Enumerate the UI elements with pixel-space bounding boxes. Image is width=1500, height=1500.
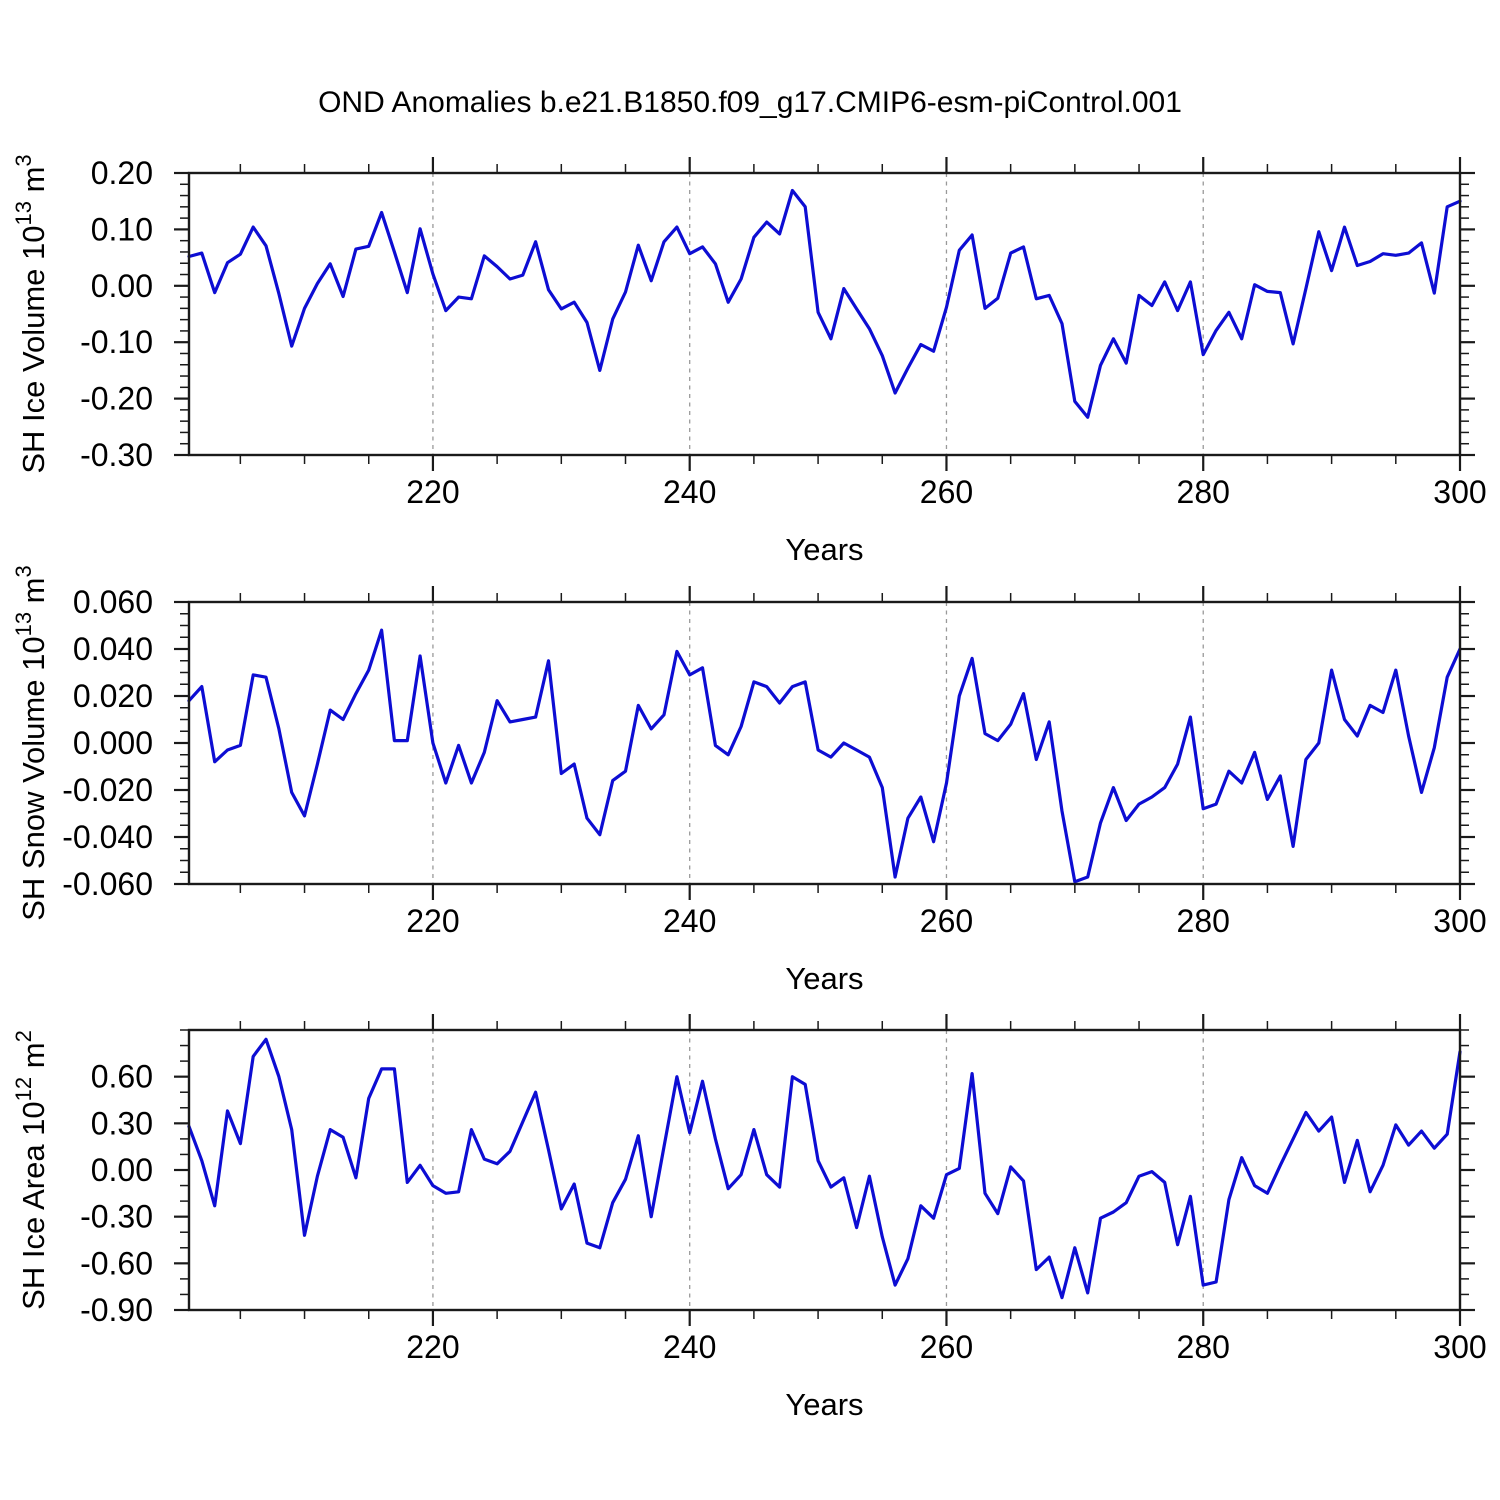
x-tick-label: 260 [920, 1329, 973, 1365]
y-tick-label: -0.90 [80, 1292, 153, 1328]
data-line-sh-ice-volume [187, 188, 1462, 419]
y-axis-label: SH Snow Volume 1013 m3 [11, 565, 51, 921]
y-tick-label: -0.060 [62, 866, 153, 902]
y-tick-label: 0.60 [91, 1059, 153, 1095]
x-axis-label: Years [785, 1387, 863, 1422]
x-tick-label: 240 [663, 1329, 716, 1365]
x-tick-label: 280 [1177, 903, 1230, 939]
y-tick-label: -0.30 [80, 437, 153, 473]
x-tick-label: 300 [1433, 474, 1486, 510]
x-tick-label: 260 [920, 903, 973, 939]
y-tick-label: 0.00 [91, 268, 153, 304]
y-tick-label: 0.30 [91, 1105, 153, 1141]
panel-sh-ice-area: 220 240 260 280 300 0.60 0.30 0.00 -0.30 -0.60 -0.… [11, 1014, 1487, 1422]
x-tick-label: 220 [406, 1329, 459, 1365]
y-tick-label: 0.040 [73, 631, 153, 667]
x-tick-label: 240 [663, 474, 716, 510]
axis-frame [187, 171, 1462, 457]
figure-title: OND Anomalies b.e21.B1850.f09_g17.CMIP6-… [318, 86, 1182, 119]
y-tick-label: 0.060 [73, 584, 153, 620]
x-tick-label: 220 [406, 903, 459, 939]
y-tick-label: 0.10 [91, 211, 153, 247]
y-tick-label: -0.020 [62, 772, 153, 808]
y-tick-label: -0.60 [80, 1245, 153, 1281]
x-axis-label: Years [785, 532, 863, 567]
data-line-sh-ice-area [187, 1037, 1462, 1300]
x-tick-label: 300 [1433, 903, 1486, 939]
y-tick-label: -0.040 [62, 819, 153, 855]
panels-group: 220 240 260 280 300 0.20 0.10 0.00 -0.10 -0.20 -0.… [11, 154, 1487, 1422]
data-line-sh-snow-volume [187, 628, 1462, 884]
x-tick-label: 260 [920, 474, 973, 510]
panel-sh-ice-volume: 220 240 260 280 300 0.20 0.10 0.00 -0.10 -0.20 -0.… [11, 154, 1487, 567]
y-tick-label: 0.00 [91, 1152, 153, 1188]
axis-frame [187, 600, 1462, 886]
x-tick-label: 300 [1433, 1329, 1486, 1365]
y-tick-label: -0.10 [80, 324, 153, 360]
y-tick-label: -0.30 [80, 1199, 153, 1235]
y-tick-label: -0.20 [80, 381, 153, 417]
y-tick-label: 0.020 [73, 678, 153, 714]
y-tick-label: 0.000 [73, 725, 153, 761]
y-axis-label: SH Ice Area 1012 m2 [11, 1030, 51, 1310]
y-tick-label: 0.20 [91, 155, 153, 191]
y-axis-label: SH Ice Volume 1013 m3 [11, 154, 51, 473]
x-tick-label: 240 [663, 903, 716, 939]
panel-sh-snow-volume: 220 240 260 280 300 0.060 0.040 0.020 0.000 -0.02… [11, 565, 1487, 996]
x-axis-label: Years [785, 961, 863, 996]
x-tick-label: 220 [406, 474, 459, 510]
x-tick-label: 280 [1177, 474, 1230, 510]
x-tick-label: 280 [1177, 1329, 1230, 1365]
